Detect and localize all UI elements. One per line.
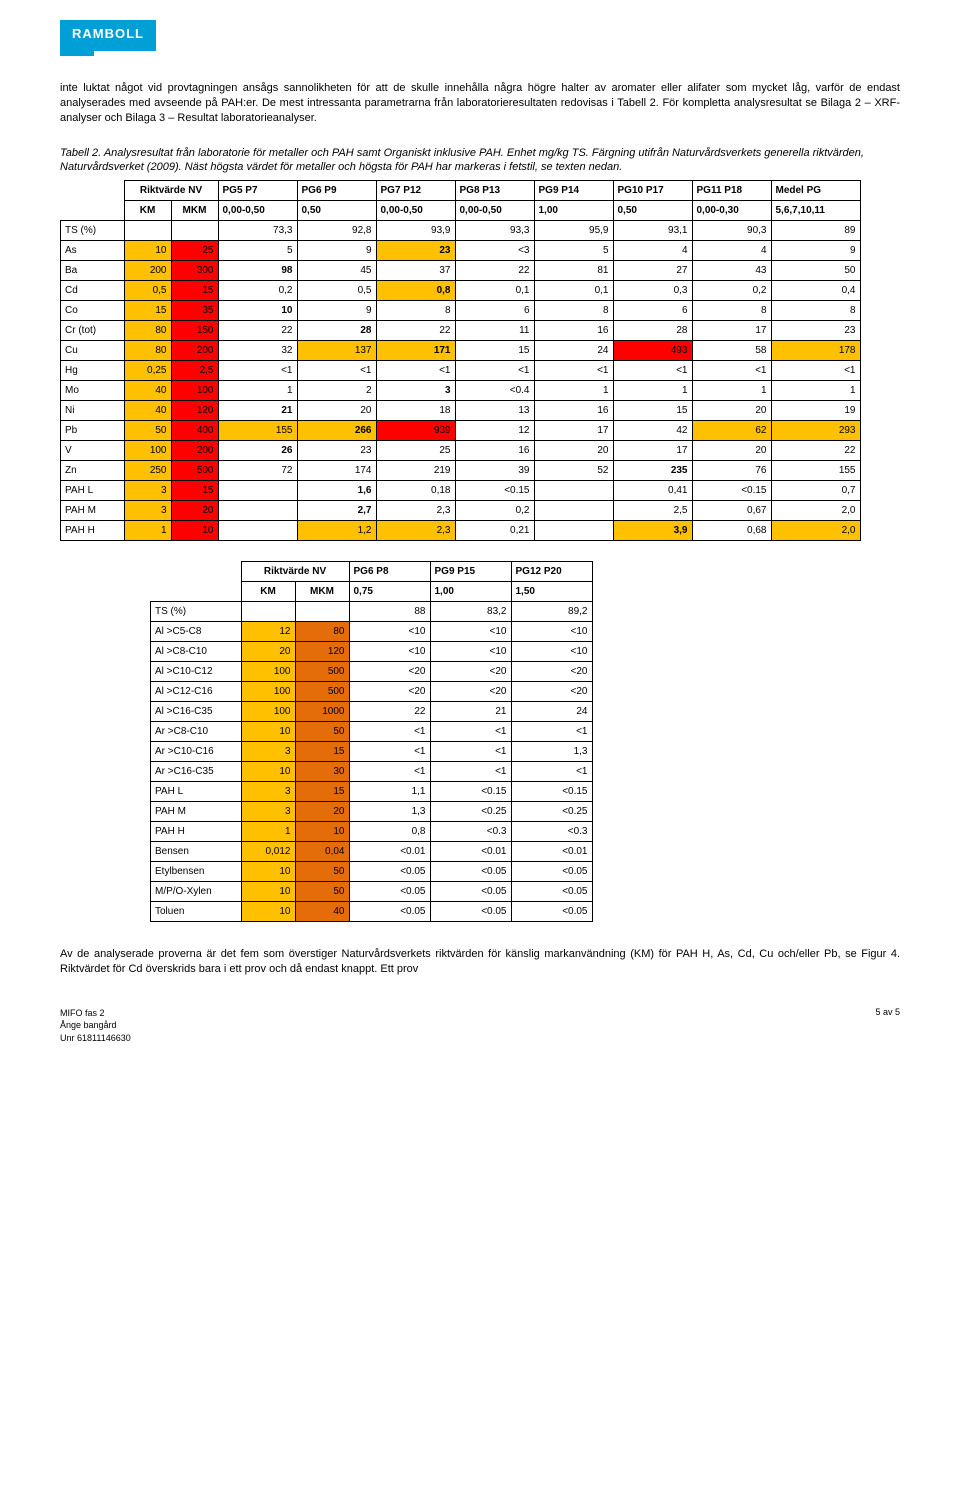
row-label: Ar >C8-C10 [151,722,242,742]
row-label: Ni [61,401,125,421]
row-label: PAH L [61,481,125,501]
row-label: M/P/O-Xylen [151,882,242,902]
row-label: Etylbensen [151,862,242,882]
table1-container: Riktvärde NVPG5 P7PG6 P9PG7 P12PG8 P13PG… [60,180,900,541]
row-label: Cd [61,281,125,301]
row-label: Bensen [151,842,242,862]
row-label: Ar >C10-C16 [151,742,242,762]
row-label: Cr (tot) [61,321,125,341]
footer-line2: Ånge bangård [60,1019,131,1032]
row-label: Hg [61,361,125,381]
row-label: V [61,441,125,461]
logo: RAMBOLL [60,20,156,51]
row-label: Al >C12-C16 [151,682,242,702]
footer-line3: Unr 61811146630 [60,1032,131,1045]
row-label: Mo [61,381,125,401]
row-label: PAH M [61,501,125,521]
row-label: PAH H [151,822,242,842]
row-label: Pb [61,421,125,441]
row-label: Al >C5-C8 [151,622,242,642]
row-label: As [61,241,125,261]
row-label: Ar >C16-C35 [151,762,242,782]
row-label: Cu [61,341,125,361]
analysis-table-2: Riktvärde NVPG6 P8PG9 P15PG12 P20KMMKM0,… [150,561,593,922]
analysis-table-1: Riktvärde NVPG5 P7PG6 P9PG7 P12PG8 P13PG… [60,180,861,541]
row-label: Al >C8-C10 [151,642,242,662]
row-label: Zn [61,461,125,481]
closing-paragraph: Av de analyserade proverna är det fem so… [60,947,900,977]
table2-container: Riktvärde NVPG6 P8PG9 P15PG12 P20KMMKM0,… [150,561,900,922]
row-label: PAH H [61,521,125,541]
page-footer: MIFO fas 2 Ånge bangård Unr 61811146630 … [60,1007,900,1045]
footer-line1: MIFO fas 2 [60,1007,131,1020]
table-caption: Tabell 2. Analysresultat från laboratori… [60,146,900,175]
row-label: Al >C10-C12 [151,662,242,682]
row-label: Co [61,301,125,321]
row-label: Toluen [151,902,242,922]
row-label: TS (%) [61,221,125,241]
row-label: PAH M [151,802,242,822]
row-label: TS (%) [151,602,242,622]
page-number: 5 av 5 [875,1007,900,1045]
row-label: PAH L [151,782,242,802]
row-label: Ba [61,261,125,281]
row-label: Al >C16-C35 [151,702,242,722]
intro-paragraph: inte luktat något vid provtagningen anså… [60,81,900,126]
